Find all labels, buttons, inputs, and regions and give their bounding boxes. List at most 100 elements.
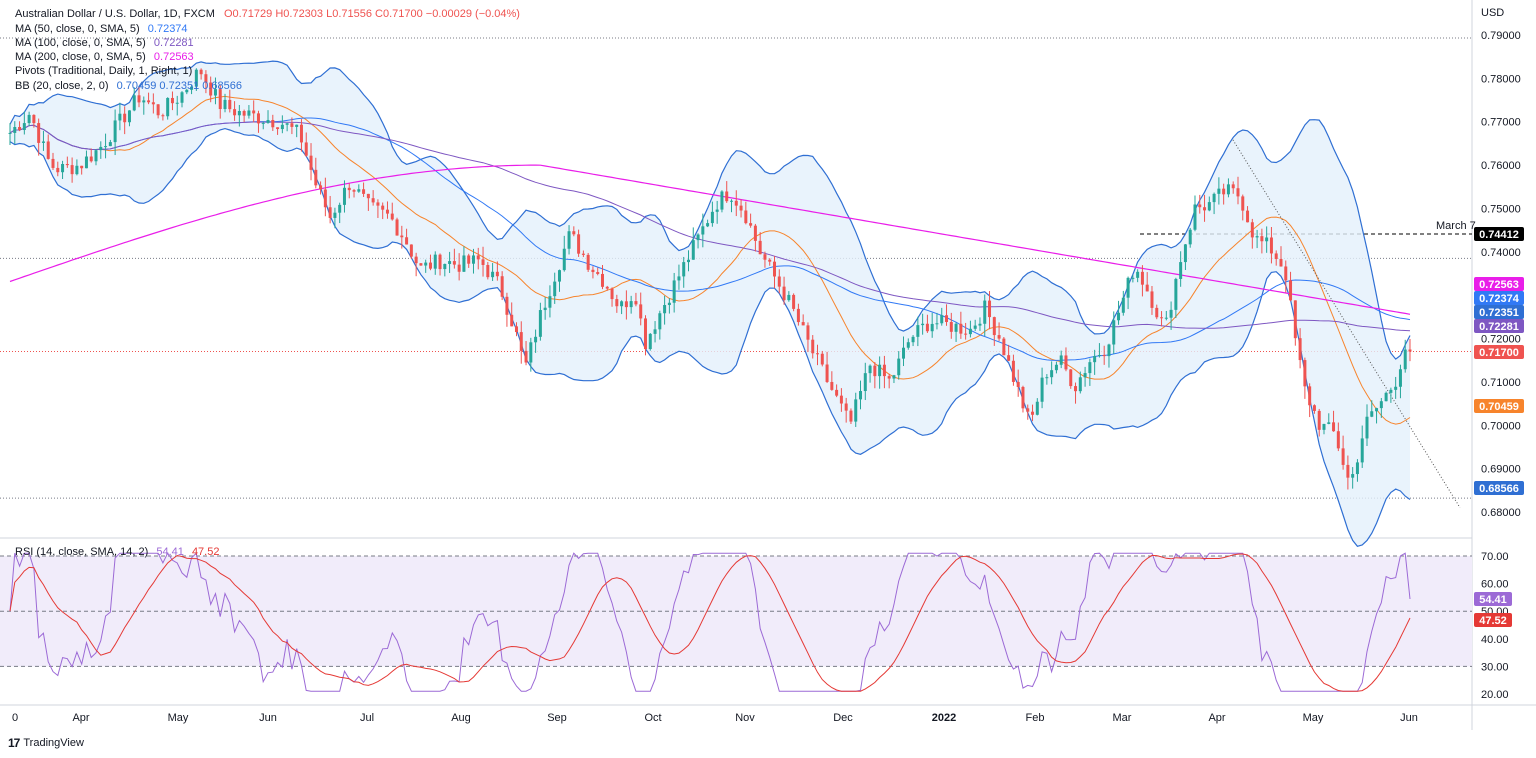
candle-body	[190, 86, 194, 90]
candle-body	[763, 254, 767, 260]
time-label: May	[168, 712, 189, 724]
candle-body	[653, 329, 657, 334]
candle-body	[233, 109, 237, 116]
candle-body	[586, 254, 590, 270]
candle-body	[997, 335, 1001, 339]
candle-body	[1188, 229, 1192, 245]
candle-body	[1054, 364, 1058, 371]
candle-body	[1031, 411, 1035, 415]
candle-body	[921, 323, 925, 326]
candle-body	[280, 124, 284, 130]
candle-body	[581, 253, 585, 255]
candle-body	[409, 244, 413, 257]
candle-body	[1198, 204, 1202, 208]
candle-body	[596, 272, 600, 274]
candle-body	[945, 315, 949, 323]
time-label: Nov	[735, 712, 755, 724]
candle-body	[887, 376, 891, 379]
candle-body	[94, 150, 98, 162]
candle-body	[897, 358, 901, 376]
candle-body	[844, 403, 848, 411]
time-label: Mar	[1113, 712, 1132, 724]
candle-body	[137, 95, 141, 103]
candle-body	[835, 389, 839, 396]
candle-body	[476, 255, 480, 260]
legend-rsi: RSI (14, close, SMA, 14, 2) 54.41 47.52	[15, 546, 219, 558]
tradingview-brand[interactable]: 17 TradingView	[8, 736, 84, 750]
bollinger-upper-band	[9, 60, 1411, 360]
candle-body	[1389, 389, 1393, 393]
candle-body	[424, 262, 428, 266]
candle-body	[1102, 354, 1106, 357]
candle-body	[839, 395, 843, 404]
candle-body	[629, 301, 633, 308]
candle-body	[285, 123, 289, 125]
candle-body	[1021, 386, 1025, 409]
candle-body	[1279, 259, 1283, 267]
candle-body	[639, 304, 643, 319]
candle-body	[1093, 356, 1097, 363]
candle-body	[524, 350, 528, 363]
candle-body	[935, 323, 939, 325]
candle-body	[906, 342, 910, 348]
candle-body	[1155, 307, 1159, 318]
candle-body	[782, 286, 786, 301]
candle-body	[510, 314, 514, 327]
rsi-tick-label: 20.00	[1481, 689, 1509, 701]
candle-body	[720, 191, 724, 210]
candle-body	[553, 281, 557, 297]
candle-body	[620, 301, 624, 307]
candle-body	[1117, 312, 1121, 321]
candle-body	[22, 123, 26, 131]
tradingview-logo-icon: 17	[8, 736, 20, 750]
candle-body	[61, 163, 65, 173]
candle-body	[56, 167, 60, 173]
candle-body	[1045, 377, 1049, 379]
price-badge	[1474, 481, 1524, 495]
candle-body	[682, 262, 686, 277]
candle-body	[1174, 278, 1178, 310]
candle-body	[1246, 210, 1250, 223]
candle-body	[194, 69, 198, 87]
candle-body	[538, 310, 542, 337]
candle-body	[820, 353, 824, 365]
candle-body	[70, 165, 74, 175]
candle-body	[328, 207, 332, 218]
candle-body	[500, 276, 504, 297]
candle-body	[796, 308, 800, 323]
candle-body	[1370, 411, 1374, 417]
candle-body	[773, 261, 777, 277]
bollinger-lower-band	[9, 127, 1411, 547]
candle-body	[696, 234, 700, 241]
candle-body	[1222, 188, 1226, 195]
legend-ma100: MA (100, close, 0, SMA, 5) 0.72281	[15, 37, 194, 49]
candle-body	[467, 255, 471, 264]
candle-body	[452, 261, 456, 265]
candle-body	[1207, 202, 1211, 211]
candle-body	[491, 271, 495, 278]
legend-ma200: MA (200, close, 0, SMA, 5) 0.72563	[15, 51, 194, 63]
price-badge-label: 0.68566	[1479, 483, 1519, 495]
candle-body	[65, 163, 69, 166]
candle-body	[381, 205, 385, 210]
candle-body	[988, 300, 992, 318]
candle-body	[1360, 438, 1364, 463]
candle-body	[911, 336, 915, 343]
rsi-tick-label: 60.00	[1481, 579, 1509, 591]
candle-body	[41, 141, 45, 143]
time-label: Jun	[259, 712, 277, 724]
candle-body	[983, 300, 987, 324]
price-tick-label: 0.74000	[1481, 247, 1521, 259]
candle-body	[290, 123, 294, 127]
time-label: Apr	[72, 712, 89, 724]
candle-body	[591, 269, 595, 273]
candle-body	[1040, 377, 1044, 402]
candle-body	[199, 69, 203, 75]
candle-body	[1403, 349, 1407, 370]
candle-body	[801, 322, 805, 326]
candle-body	[228, 99, 232, 110]
candle-body	[1308, 386, 1312, 406]
candle-body	[1317, 410, 1321, 430]
candle-body	[170, 97, 174, 104]
